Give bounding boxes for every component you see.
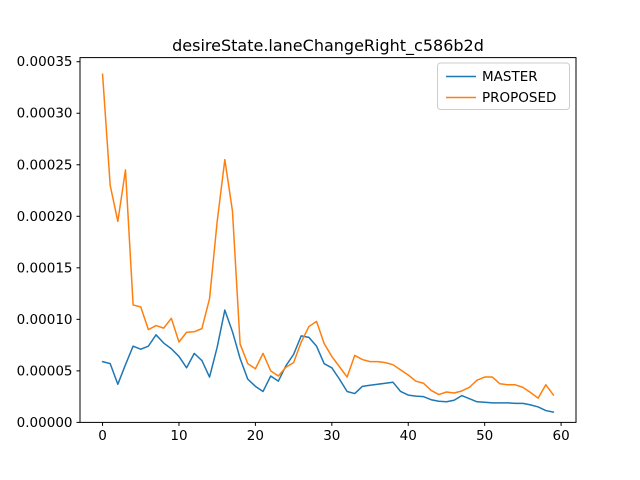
x-tick-label: 50 [476,428,493,444]
x-tick-label: 60 [553,428,570,444]
x-tick-label: 10 [170,428,187,444]
y-tick-label: 0.00020 [17,209,73,225]
axes-frame [79,57,577,423]
axis-ticks: 0 10 20 30 40 50 60 0.00000 0.00005 0.00010 0.0001… [17,54,570,444]
x-tick-label: 30 [323,428,340,444]
y-tick-label: 0.00035 [17,54,73,70]
y-tick-label: 0.00000 [17,415,73,431]
series-line-master [101,309,555,413]
y-tick-label: 0.00010 [17,312,73,328]
chart-title: desireState.laneChangeRight_c586b2d [172,36,484,56]
series-line-proposed [101,73,555,399]
y-tick-label: 0.00025 [17,157,73,173]
data-series [101,73,555,413]
legend-label-proposed: PROPOSED [482,90,556,106]
y-tick-label: 0.00005 [17,363,73,379]
y-tick-label: 0.00015 [17,260,73,276]
x-tick-label: 20 [247,428,264,444]
x-tick-label: 0 [98,428,107,444]
legend: MASTER PROPOSED [437,62,570,110]
legend-label-master: MASTER [482,69,538,85]
x-tick-label: 40 [400,428,417,444]
y-tick-label: 0.00030 [17,106,73,122]
plot-area [80,57,576,423]
